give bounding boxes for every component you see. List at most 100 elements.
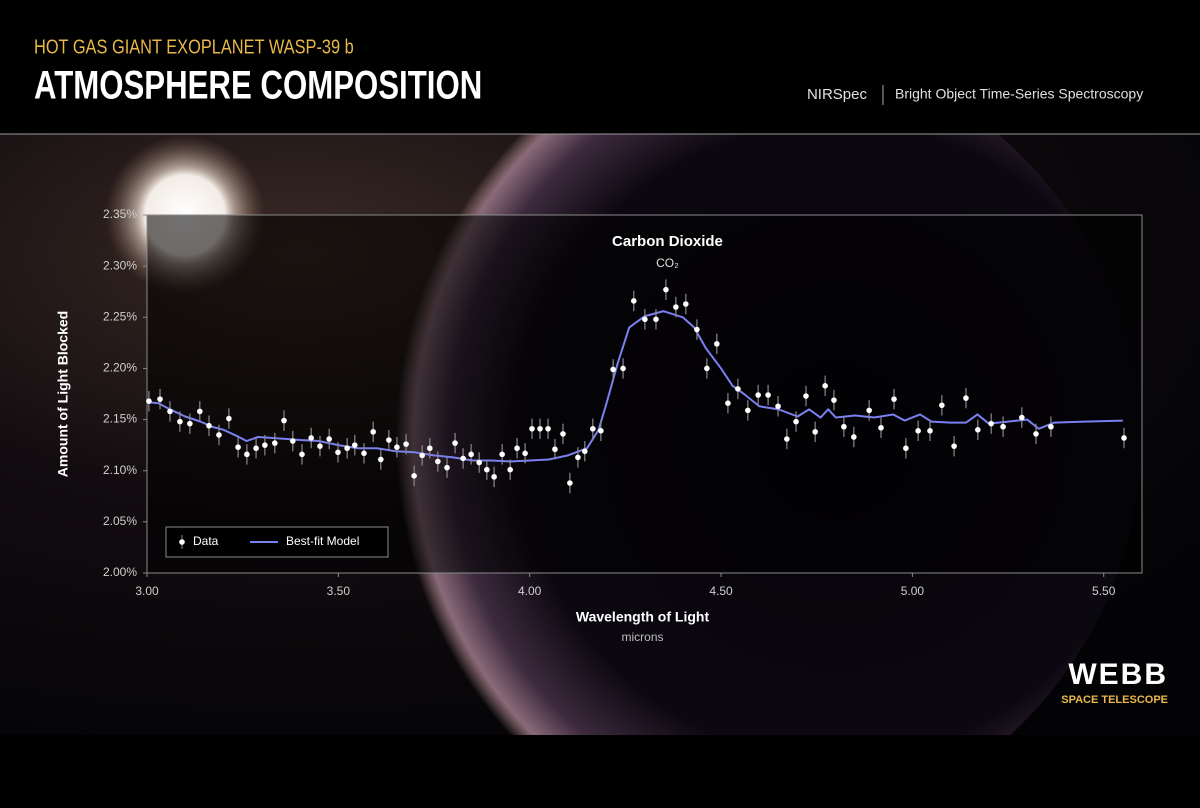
data-point <box>167 408 173 415</box>
x-tick-label: 4.00 <box>518 584 542 598</box>
data-point <box>177 418 183 425</box>
data-point <box>988 420 995 427</box>
data-point <box>216 432 222 438</box>
data-point <box>704 365 710 372</box>
data-point <box>803 393 809 399</box>
data-point <box>963 395 969 401</box>
x-axis-unit: microns <box>621 630 663 644</box>
data-point <box>841 423 847 430</box>
data-point <box>335 449 341 456</box>
data-point <box>1048 423 1054 430</box>
data-point <box>915 428 921 434</box>
data-point <box>370 429 376 435</box>
data-point <box>187 420 193 427</box>
data-point <box>235 444 241 450</box>
data-point <box>673 304 679 310</box>
y-axis-label: Amount of Light Blocked <box>55 311 71 477</box>
data-point <box>939 402 945 409</box>
mode: Bright Object Time-Series Spectroscopy <box>895 86 1143 102</box>
data-point <box>620 365 626 372</box>
x-tick-label: 5.50 <box>1092 584 1116 598</box>
data-point <box>299 451 305 458</box>
data-point <box>157 396 163 402</box>
data-point <box>663 286 669 293</box>
data-point <box>452 440 458 446</box>
data-point <box>714 341 720 347</box>
data-point <box>552 446 558 453</box>
data-point <box>653 316 659 323</box>
data-point <box>891 396 897 402</box>
data-point <box>317 443 323 449</box>
annotation: Carbon Dioxide <box>612 233 723 250</box>
data-point <box>812 429 818 435</box>
y-tick-label: 2.10% <box>103 463 137 477</box>
data-point <box>755 392 761 398</box>
data-point <box>460 455 466 462</box>
data-point <box>262 442 268 448</box>
data-point <box>630 298 637 304</box>
data-point <box>793 418 799 425</box>
legend-label: Best-fit Model <box>286 534 359 548</box>
data-point <box>878 424 884 431</box>
data-point <box>725 400 731 407</box>
data-point <box>361 450 367 457</box>
data-point <box>352 442 358 448</box>
data-point <box>272 440 278 446</box>
data-point <box>537 425 543 432</box>
y-tick-label: 2.05% <box>103 514 137 528</box>
y-tick-label: 2.35% <box>103 207 137 221</box>
data-point <box>582 448 588 455</box>
data-point <box>411 473 417 479</box>
data-point <box>529 425 535 432</box>
data-point <box>765 392 771 398</box>
data-point <box>386 437 392 443</box>
data-point <box>642 316 648 323</box>
data-point <box>281 417 287 424</box>
data-point <box>560 431 566 437</box>
y-tick-label: 2.15% <box>103 412 137 426</box>
x-axis-label: Wavelength of Light <box>576 609 710 625</box>
data-point <box>951 443 957 449</box>
plot-frame <box>146 214 1143 574</box>
data-point <box>822 383 828 389</box>
data-point <box>598 428 604 434</box>
data-point <box>226 415 232 422</box>
data-point <box>244 451 250 458</box>
data-point <box>775 403 781 410</box>
data-point <box>545 425 551 432</box>
data-point <box>326 436 332 442</box>
data-point <box>694 326 700 333</box>
data-point <box>590 425 596 432</box>
data-point <box>419 452 425 459</box>
y-tick-label: 2.30% <box>103 258 137 272</box>
data-point <box>1121 435 1127 441</box>
data-point <box>1033 431 1039 437</box>
data-point <box>197 408 203 415</box>
data-point <box>683 301 689 307</box>
data-point <box>927 428 933 434</box>
x-tick-label: 4.50 <box>709 584 733 598</box>
y-tick-label: 2.00% <box>103 565 137 579</box>
data-point <box>476 459 482 466</box>
data-point <box>866 407 872 414</box>
y-tick-label: 2.25% <box>103 309 137 323</box>
data-point <box>499 451 505 458</box>
x-tick-label: 3.00 <box>135 584 159 598</box>
data-point <box>831 397 837 403</box>
data-point <box>394 444 400 450</box>
data-point <box>427 445 433 452</box>
data-point <box>468 451 474 458</box>
model-line <box>146 310 1123 463</box>
data-point <box>851 434 857 440</box>
data-point <box>735 386 741 392</box>
data-point <box>344 445 350 452</box>
data-point <box>507 466 513 473</box>
annotation-formula: CO₂ <box>656 256 679 270</box>
x-tick-label: 3.50 <box>327 584 351 598</box>
data-point <box>146 398 152 404</box>
instrument: NIRSpec <box>807 86 868 103</box>
x-tick-label: 5.00 <box>901 584 925 598</box>
data-point <box>290 438 296 444</box>
